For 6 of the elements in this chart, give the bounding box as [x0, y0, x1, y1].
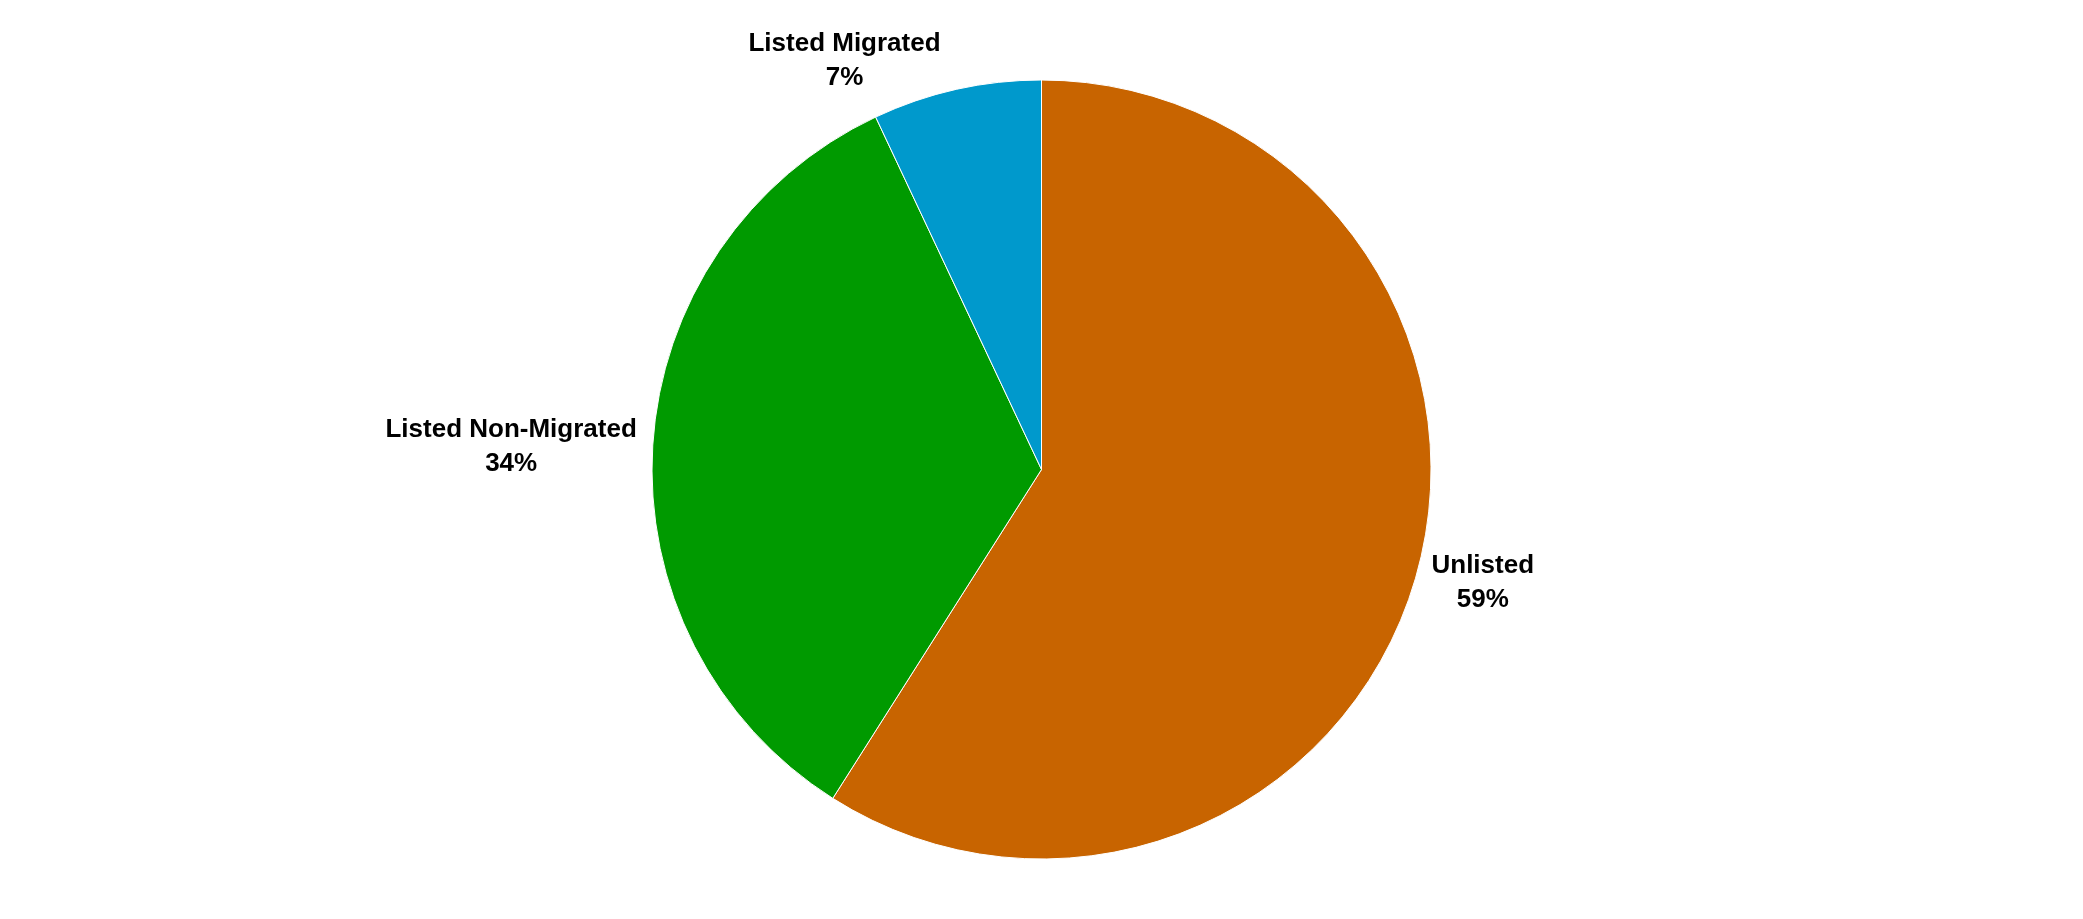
data-label: 59%	[1456, 582, 1509, 613]
slice-label: Listed Migrated	[748, 27, 941, 58]
data-label: 34%	[485, 446, 538, 477]
slice-label: Listed Non-Migrated	[385, 413, 637, 444]
slice-label: Unlisted	[1431, 548, 1535, 579]
data-label: 7%	[825, 60, 864, 91]
